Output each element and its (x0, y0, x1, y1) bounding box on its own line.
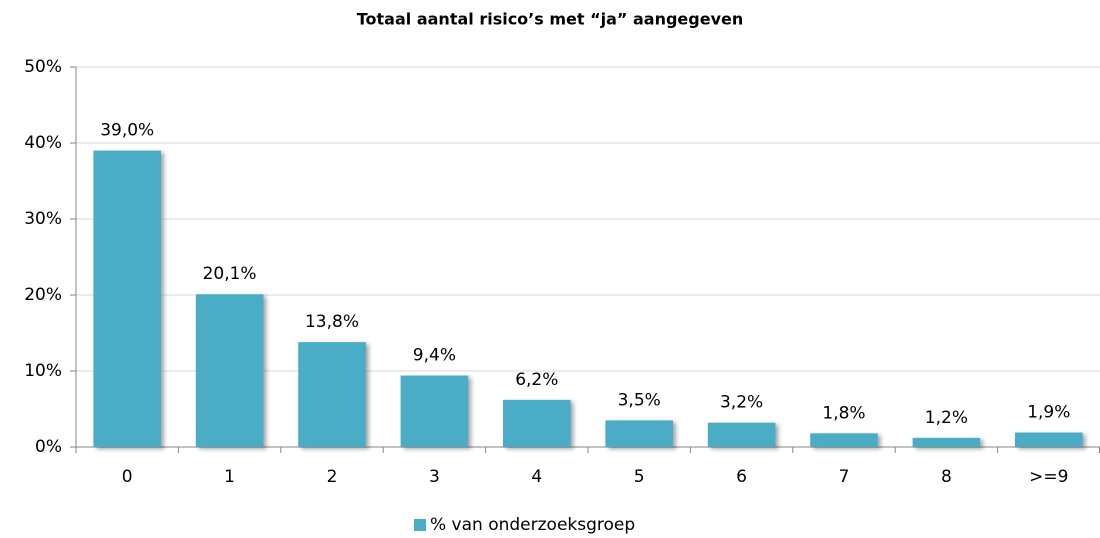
x-tick-label: 1 (224, 467, 235, 487)
x-tick-label: 8 (941, 467, 952, 487)
data-label: 9,4% (413, 346, 456, 366)
legend-swatch (414, 519, 426, 531)
data-label: 3,2% (720, 393, 763, 413)
y-tick-label: 40% (24, 133, 62, 153)
bar (400, 375, 469, 447)
data-label: 1,9% (1027, 403, 1070, 423)
bar (1015, 432, 1083, 447)
x-tick-label: 2 (327, 467, 338, 487)
data-label: 1,2% (925, 408, 968, 428)
x-tick-label: 3 (429, 467, 440, 487)
y-tick-label: 50% (24, 57, 62, 77)
x-tick-label: 6 (736, 467, 747, 487)
x-tick-label: 5 (634, 467, 645, 487)
data-label: 6,2% (515, 370, 558, 390)
data-label: 13,8% (305, 312, 359, 332)
bar (707, 422, 776, 447)
y-tick-label: 10% (24, 361, 62, 381)
bar (605, 420, 673, 447)
chart-title: Totaal aantal risico’s met “ja” aangegev… (357, 10, 743, 29)
data-label: 39,0% (100, 121, 154, 141)
bar (298, 342, 366, 447)
bar (195, 294, 264, 447)
legend-label: % van onderzoeksgroep (430, 515, 635, 535)
bar (93, 150, 161, 447)
bar (503, 399, 571, 447)
y-tick-label: 20% (24, 285, 62, 305)
data-label: 20,1% (203, 264, 257, 284)
x-tick-label: 4 (531, 467, 542, 487)
bar (810, 433, 878, 447)
data-label: 3,5% (618, 390, 661, 410)
x-tick-label: 0 (122, 467, 133, 487)
y-tick-label: 0% (35, 437, 62, 457)
bar (912, 437, 981, 447)
data-label: 1,8% (822, 403, 865, 423)
x-tick-label: 7 (839, 467, 850, 487)
y-tick-label: 30% (24, 209, 62, 229)
x-tick-label: >=9 (1029, 467, 1068, 487)
